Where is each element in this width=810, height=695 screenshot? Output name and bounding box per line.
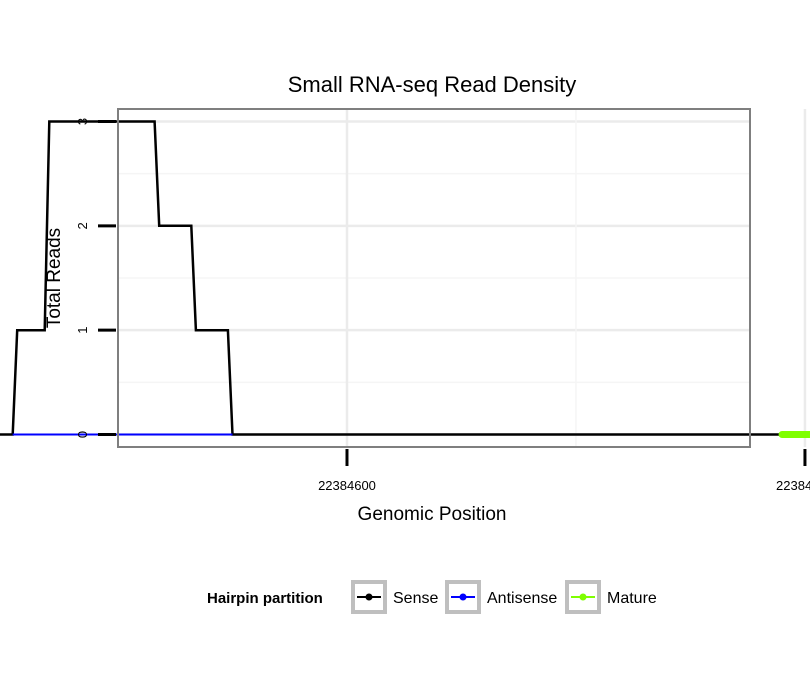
x-tick-label-1: 22384500 [776, 478, 810, 493]
legend-marker-sense [365, 593, 373, 601]
legend-marker-mature [579, 593, 587, 601]
y-tick-label-3: 3 [75, 118, 90, 125]
y-tick-label-2: 2 [75, 222, 90, 229]
legend-title: Hairpin partition [207, 590, 323, 607]
series-line-sense [0, 120, 810, 436]
legend-label-antisense: Antisense [487, 590, 557, 607]
plot-border [117, 108, 751, 448]
y-axis: 0 1 2 3 [75, 118, 116, 438]
legend-item-antisense: Antisense [445, 580, 557, 614]
chart-title: Small RNA-seq Read Density [288, 72, 577, 97]
legend-label-mature: Mature [607, 590, 657, 607]
legend-item-sense: Sense [351, 580, 438, 614]
legend-marker-antisense [459, 593, 467, 601]
y-axis-label: Total Reads [44, 228, 65, 328]
legend-label-sense: Sense [393, 590, 438, 607]
grid-lines [117, 109, 807, 447]
y-tick-label-1: 1 [75, 327, 90, 334]
series-layer [0, 120, 810, 438]
x-axis: 22384600 22384500 [318, 449, 810, 493]
legend-item-mature: Mature [565, 580, 657, 614]
legend: Hairpin partition Sense Antisense Mature [207, 580, 657, 614]
x-axis-label: Genomic Position [358, 504, 507, 525]
x-tick-label-0: 22384600 [318, 478, 376, 493]
y-tick-label-0: 0 [75, 431, 90, 438]
